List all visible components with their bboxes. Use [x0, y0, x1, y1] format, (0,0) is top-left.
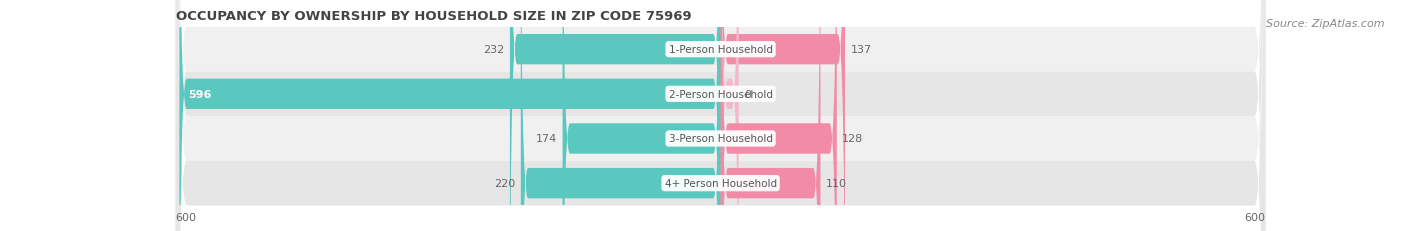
- Text: 232: 232: [484, 45, 505, 55]
- Text: 137: 137: [851, 45, 872, 55]
- Text: OCCUPANCY BY OWNERSHIP BY HOUSEHOLD SIZE IN ZIP CODE 75969: OCCUPANCY BY OWNERSHIP BY HOUSEHOLD SIZE…: [176, 9, 692, 22]
- FancyBboxPatch shape: [721, 0, 821, 231]
- Text: 600: 600: [1244, 212, 1265, 222]
- Text: 2-Person Household: 2-Person Household: [669, 89, 772, 99]
- Text: 220: 220: [494, 178, 516, 188]
- Text: 110: 110: [825, 178, 846, 188]
- Text: 128: 128: [842, 134, 863, 144]
- Text: 3-Person Household: 3-Person Household: [669, 134, 772, 144]
- FancyBboxPatch shape: [510, 0, 721, 231]
- FancyBboxPatch shape: [176, 0, 1265, 231]
- Text: 1-Person Household: 1-Person Household: [669, 45, 772, 55]
- FancyBboxPatch shape: [562, 0, 721, 231]
- FancyBboxPatch shape: [721, 0, 837, 231]
- FancyBboxPatch shape: [176, 0, 1265, 231]
- FancyBboxPatch shape: [520, 0, 721, 231]
- FancyBboxPatch shape: [176, 0, 1265, 231]
- Text: 596: 596: [188, 89, 212, 99]
- Text: 174: 174: [536, 134, 557, 144]
- Text: Source: ZipAtlas.com: Source: ZipAtlas.com: [1267, 18, 1385, 28]
- Text: 600: 600: [176, 212, 197, 222]
- FancyBboxPatch shape: [180, 0, 721, 231]
- Text: 0: 0: [744, 89, 751, 99]
- FancyBboxPatch shape: [721, 0, 738, 231]
- FancyBboxPatch shape: [176, 0, 1265, 231]
- FancyBboxPatch shape: [721, 0, 845, 231]
- Text: 4+ Person Household: 4+ Person Household: [665, 178, 776, 188]
